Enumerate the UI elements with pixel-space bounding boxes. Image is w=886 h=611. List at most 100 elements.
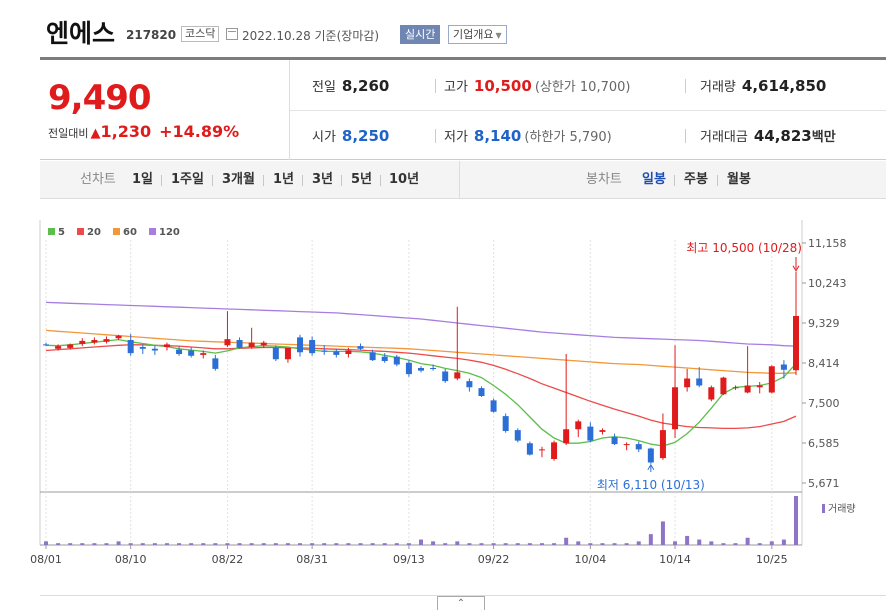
divider: [341, 175, 342, 186]
ma20-line: [45, 344, 797, 430]
candle-body: [67, 344, 74, 348]
volume-bar: [491, 543, 496, 545]
stock-chart[interactable]: 11,158 10,243 9,329 8,414 7,500 6,585 5,671 08/…: [0, 200, 886, 596]
y-tick-label: 11,158: [808, 237, 847, 250]
legend-label: 60: [123, 227, 137, 238]
volume-bar: [394, 543, 399, 545]
volume-bar: [164, 543, 169, 545]
divider: [161, 175, 162, 186]
candle-daily[interactable]: 일봉: [642, 172, 666, 187]
volume-bar: [697, 539, 702, 545]
volume-bar: [152, 543, 157, 545]
volume-bar: [44, 541, 48, 545]
volume-bar: [721, 543, 726, 545]
divider: [263, 175, 264, 186]
high-price: 고가 10,500 (상한가 10,700): [444, 76, 630, 95]
candle-body: [333, 351, 340, 355]
volume-bar: [455, 541, 460, 545]
candle-body: [478, 388, 485, 397]
volume-bar: [249, 543, 254, 545]
candle-body: [647, 448, 654, 463]
candle-body: [502, 416, 509, 431]
period-3m[interactable]: 3개월: [222, 172, 255, 187]
volume-bar: [794, 496, 798, 545]
volume-bar: [92, 543, 97, 545]
period-1w[interactable]: 1주일: [171, 172, 204, 187]
candle-body: [490, 400, 497, 412]
volume-bar: [781, 539, 786, 545]
divider: [380, 175, 381, 186]
lower-limit: (하한가 5,790): [524, 130, 612, 145]
legend-swatch: [113, 228, 120, 235]
candle-weekly[interactable]: 주봉: [684, 172, 708, 187]
volume-bar: [80, 543, 85, 545]
arrow-up-icon: [647, 463, 655, 471]
volume-bar: [116, 541, 121, 545]
low-annotation: 최저 6,110 (10/13): [597, 478, 705, 492]
candle-body: [659, 430, 666, 459]
candle-body: [272, 347, 279, 360]
candle-body: [393, 356, 400, 365]
legend-swatch: [77, 228, 84, 235]
x-tick-label: 08/31: [296, 553, 328, 566]
period-5y[interactable]: 5년: [351, 172, 373, 187]
candle-body: [526, 443, 533, 455]
prev-close-label: 전일: [312, 80, 336, 95]
volume-bar: [636, 541, 641, 545]
legend-label: 5: [58, 227, 65, 238]
legend-label: 20: [87, 227, 101, 238]
volume-bar: [322, 543, 327, 545]
volume-bar: [406, 543, 411, 545]
candle-body: [466, 381, 473, 388]
volume-bar: [201, 543, 206, 545]
current-price-panel: 9,490 전일대비 ▲ 1,230 +14.89%: [40, 60, 290, 160]
period-1d[interactable]: 1일: [132, 172, 154, 187]
divider: [302, 175, 303, 186]
period-10y[interactable]: 10년: [389, 172, 420, 187]
volume-bar: [467, 543, 472, 545]
candle-body: [793, 315, 799, 371]
divider: [685, 79, 686, 93]
volume-bar: [419, 539, 423, 545]
candle-body: [139, 347, 146, 349]
candle-body: [418, 368, 424, 371]
period-3y[interactable]: 3년: [312, 172, 334, 187]
candle-body: [575, 421, 582, 430]
low-label: 저가: [444, 130, 468, 145]
volume-bar: [189, 543, 194, 545]
company-overview-dropdown[interactable]: 기업개요 ▼: [448, 25, 507, 44]
x-tick-label: 08/01: [30, 553, 62, 566]
volume-bar: [273, 543, 278, 545]
volume-bar: [539, 543, 544, 545]
change-label: 전일대비: [48, 127, 89, 140]
candle-body: [188, 350, 195, 356]
candle-body: [587, 426, 594, 441]
candle-body: [43, 344, 49, 346]
x-tick-label: 10/14: [659, 553, 691, 566]
reference-date: 2022.10.28 기준(장마감): [242, 29, 380, 43]
volume-bar: [733, 543, 738, 545]
y-tick-label: 8,414: [808, 357, 840, 370]
volume-bar: [648, 534, 653, 545]
collapse-chart-button[interactable]: ⌃: [437, 596, 485, 610]
x-tick-label: 08/22: [212, 553, 244, 566]
volume-bar: [370, 543, 375, 545]
volume-bar: [564, 537, 569, 545]
volume-bar: [576, 541, 581, 545]
company-overview-label: 기업개요: [453, 28, 494, 41]
ma5-line: [45, 338, 797, 447]
up-arrow-icon: ▲: [90, 126, 101, 141]
calendar-icon: [226, 28, 238, 40]
current-price: 9,490: [48, 78, 152, 118]
period-1y[interactable]: 1년: [273, 172, 295, 187]
volume-bar: [685, 535, 690, 545]
x-tick-label: 10/04: [575, 553, 607, 566]
candle-body: [756, 385, 763, 388]
candle-body: [454, 372, 461, 379]
trade-amount: 거래대금 44,823백만: [700, 126, 836, 145]
candle-monthly[interactable]: 월봉: [727, 172, 751, 187]
volume-bar: [310, 543, 315, 545]
realtime-button[interactable]: 실시간: [400, 25, 441, 44]
y-tick-label: 9,329: [808, 317, 840, 330]
candle-body: [345, 350, 352, 355]
